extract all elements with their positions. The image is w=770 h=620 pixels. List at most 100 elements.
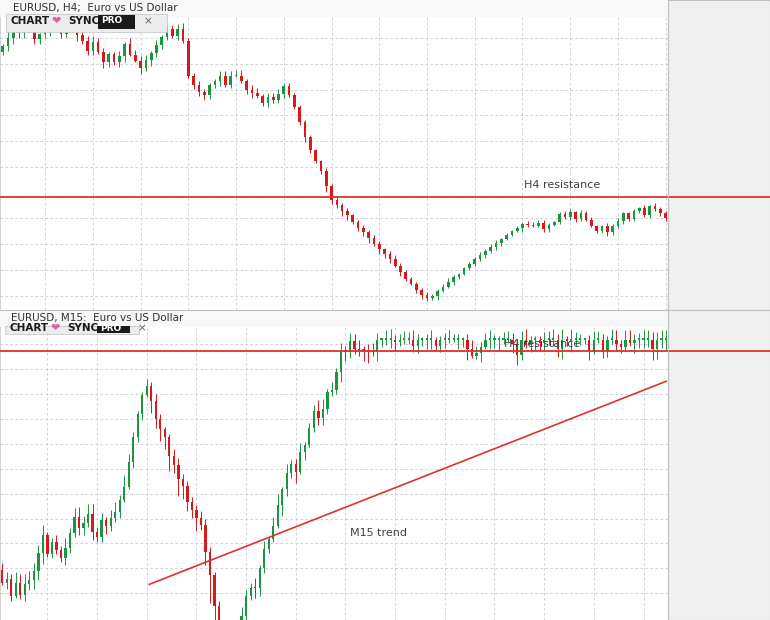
Bar [6,14,167,32]
Bar [349,341,351,352]
Bar [286,472,288,489]
Bar [447,281,450,287]
Bar [371,351,373,352]
Bar [213,575,216,606]
Bar [579,338,581,340]
Bar [357,222,360,228]
Bar [171,29,174,37]
Bar [308,428,310,445]
Bar [196,510,198,518]
Bar [160,37,163,45]
Bar [246,81,248,90]
Bar [97,326,130,333]
Bar [141,394,143,414]
Bar [182,29,184,40]
Bar [525,340,527,345]
Bar [42,536,44,553]
Bar [267,539,270,549]
Bar [437,291,439,296]
Bar [385,338,387,340]
Bar [272,97,274,100]
Bar [70,29,73,30]
Bar [426,338,428,340]
Bar [73,518,75,533]
Bar [97,42,99,51]
Bar [665,338,668,340]
Bar [187,40,189,76]
Bar [218,606,220,620]
Bar [192,76,195,86]
Bar [12,29,15,38]
Bar [430,338,433,340]
Bar [585,213,588,220]
Bar [538,340,541,343]
Bar [182,479,184,486]
Bar [204,525,206,552]
Bar [134,55,136,61]
Bar [168,436,170,456]
Bar [123,487,126,500]
Bar [156,45,158,53]
Bar [65,547,67,557]
Bar [415,285,417,290]
Bar [574,212,577,219]
Bar [346,211,349,215]
Bar [638,338,640,340]
Text: CHART: CHART [9,323,49,333]
Bar [320,161,322,171]
Bar [166,29,169,37]
Bar [470,350,473,356]
Bar [19,583,22,595]
Bar [439,340,441,346]
Bar [553,222,556,225]
Bar [177,466,179,479]
Bar [87,514,89,523]
Bar [394,340,397,342]
Bar [22,29,25,33]
Bar [634,340,635,343]
Bar [453,338,455,340]
Bar [128,462,130,487]
Bar [256,93,259,96]
Bar [105,520,107,526]
Bar [547,338,550,340]
Bar [283,86,285,94]
Bar [325,171,327,187]
Bar [475,353,477,356]
Bar [593,340,595,351]
Bar [615,340,618,344]
Bar [490,247,492,251]
Bar [566,339,568,341]
Bar [123,44,126,56]
Bar [303,445,306,451]
Bar [69,533,71,547]
Bar [521,340,523,355]
Bar [263,549,266,568]
Bar [537,223,540,226]
Bar [373,238,375,244]
Text: EURUSD, H4;  Euro vs US Dollar: EURUSD, H4; Euro vs US Dollar [13,2,178,12]
Bar [322,409,324,418]
Bar [468,264,470,268]
Bar [617,221,619,226]
Bar [259,568,261,588]
Bar [590,220,593,226]
Bar [434,340,437,346]
Bar [224,76,227,85]
Bar [60,29,62,34]
Bar [389,254,391,259]
Bar [277,94,280,100]
Bar [44,31,46,34]
Bar [0,0,668,17]
Bar [412,340,414,346]
Bar [489,338,491,340]
Bar [484,251,487,255]
Bar [276,505,279,526]
Bar [139,61,142,68]
Bar [136,414,139,437]
Bar [358,348,360,350]
Bar [65,30,68,34]
Bar [484,340,487,347]
Bar [198,86,200,92]
Bar [393,259,397,266]
